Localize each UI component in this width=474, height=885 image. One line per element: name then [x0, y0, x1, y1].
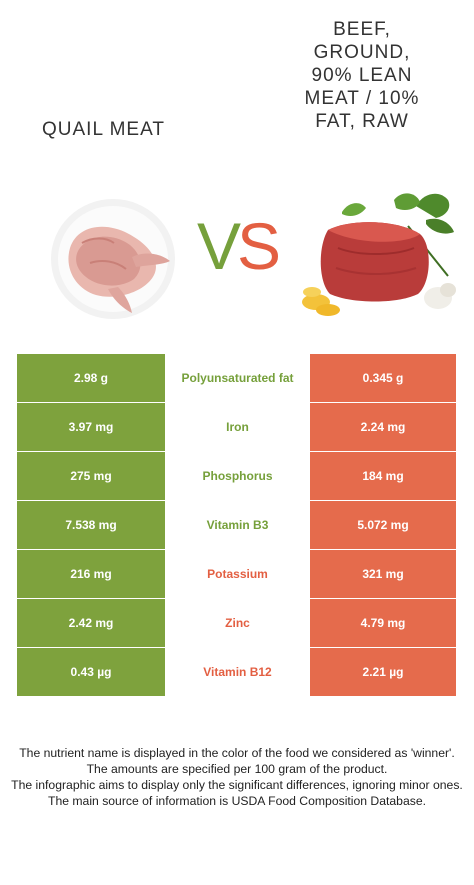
table-row: 0.43 µg Vitamin B12 2.21 µg — [17, 648, 456, 697]
nutrient-name: Vitamin B3 — [165, 501, 310, 550]
row-divider — [17, 647, 456, 648]
beef-image — [302, 193, 456, 316]
table-row: 2.42 mg Zinc 4.79 mg — [17, 599, 456, 648]
right-title-line: GROUND, — [313, 42, 411, 63]
row-divider — [17, 500, 456, 501]
footer-line: The nutrient name is displayed in the co… — [19, 746, 455, 760]
versus-label: VS — [196, 209, 281, 283]
nutrient-name: Potassium — [165, 550, 310, 599]
nutrient-name: Phosphorus — [165, 452, 310, 501]
left-value: 0.43 µg — [17, 648, 165, 696]
left-value: 2.42 mg — [17, 599, 165, 647]
footer-line: The infographic aims to display only the… — [11, 778, 463, 792]
right-title-line: MEAT / 10% — [304, 88, 420, 109]
table-row: 216 mg Potassium 321 mg — [17, 550, 456, 599]
left-value: 3.97 mg — [17, 403, 165, 451]
left-value: 216 mg — [17, 550, 165, 598]
table-row: 3.97 mg Iron 2.24 mg — [17, 403, 456, 452]
row-divider — [17, 402, 456, 403]
row-divider — [17, 451, 456, 452]
right-title-line: 90% LEAN — [311, 65, 413, 86]
left-value: 275 mg — [17, 452, 165, 500]
nutrient-name: Zinc — [165, 599, 310, 648]
table-row: 7.538 mg Vitamin B3 5.072 mg — [17, 501, 456, 550]
right-food-title: BEEF, GROUND, 90% LEAN MEAT / 10% FAT, R… — [272, 18, 452, 133]
footer-line: The main source of information is USDA F… — [48, 794, 426, 808]
left-food-title: QUAIL MEAT — [42, 119, 165, 140]
nutrient-name: Vitamin B12 — [165, 648, 310, 697]
footer-notes: The nutrient name is displayed in the co… — [10, 745, 464, 809]
quail-meat-image — [51, 199, 175, 319]
right-value: 4.79 mg — [310, 599, 456, 647]
footer-line: The amounts are specified per 100 gram o… — [86, 762, 388, 776]
right-value: 2.24 mg — [310, 403, 456, 451]
row-divider — [17, 696, 456, 697]
row-divider — [17, 549, 456, 550]
left-value: 2.98 g — [17, 354, 165, 402]
table-row: 2.98 g Polyunsaturated fat 0.345 g — [17, 354, 456, 403]
left-value: 7.538 mg — [17, 501, 165, 549]
right-value: 2.21 µg — [310, 648, 456, 696]
right-value: 184 mg — [310, 452, 456, 500]
nutrient-name: Iron — [165, 403, 310, 452]
right-value: 321 mg — [310, 550, 456, 598]
row-divider — [17, 598, 456, 599]
table-row: 275 mg Phosphorus 184 mg — [17, 452, 456, 501]
nutrient-name: Polyunsaturated fat — [165, 354, 310, 403]
right-title-line: FAT, RAW — [315, 111, 409, 132]
right-value: 0.345 g — [310, 354, 456, 402]
right-title-line: BEEF, — [333, 19, 391, 40]
comparison-table: 2.98 g Polyunsaturated fat 0.345 g 3.97 mg I… — [17, 354, 456, 697]
right-value: 5.072 mg — [310, 501, 456, 549]
